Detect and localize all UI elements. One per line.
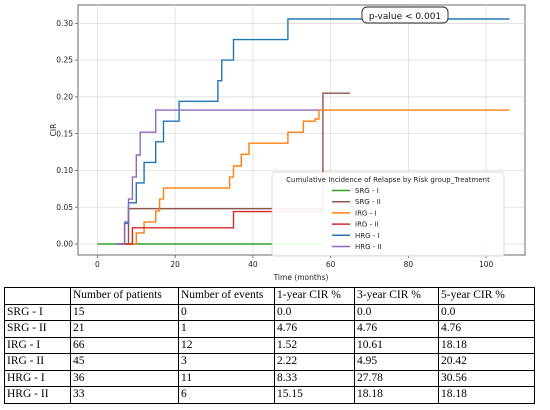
table-cell: 3 xyxy=(178,353,275,371)
table-row: SRG - II 21 1 4.76 4.76 4.76 xyxy=(4,320,535,338)
y-tick-label: 0.10 xyxy=(56,166,73,175)
y-tick-label: 0.20 xyxy=(56,93,73,102)
x-axis-label: Time (months) xyxy=(273,273,329,282)
y-tick-label: 0.00 xyxy=(56,240,73,249)
table-cell: 21 xyxy=(70,320,179,338)
table-cell: 0.0 xyxy=(438,303,535,321)
table-cell: 0.0 xyxy=(354,303,439,321)
x-tick-label: 100 xyxy=(479,260,494,269)
table-cell: 18.18 xyxy=(354,386,439,404)
row-group-cell: SRG - II xyxy=(4,320,71,338)
table-cell: 4.95 xyxy=(354,353,439,371)
row-group-cell: IRG - II xyxy=(4,353,71,371)
x-tick-label: 0 xyxy=(95,260,100,269)
table-cell: 11 xyxy=(178,369,275,387)
table-cell: 20.42 xyxy=(438,353,535,371)
header-cell: Number of events xyxy=(178,287,275,305)
table-body: SRG - I 15 0 0.0 0.0 0.0 SRG - II 21 1 4.76 4.76 4.… xyxy=(4,303,535,404)
legend-title: Cumulative Incidence of Relapse by Risk … xyxy=(286,176,490,184)
y-tick-label: 0.05 xyxy=(56,203,73,212)
x-tick-label: 60 xyxy=(326,260,336,269)
y-tick-labels: 0.00 0.05 0.10 0.15 0.20 0.25 0.30 xyxy=(56,19,73,249)
table-cell: 18.18 xyxy=(438,336,535,354)
table-cell: 6 xyxy=(178,386,275,404)
table-row: IRG - I 66 12 1.52 10.61 18.18 xyxy=(4,336,535,354)
header-cell: Number of patients xyxy=(70,287,179,305)
table-cell: 15 xyxy=(70,303,179,321)
table-row: HRG - II 33 6 15.15 18.18 18.18 xyxy=(4,386,535,404)
table-cell: 2.22 xyxy=(274,353,355,371)
series-line-hrg-ii xyxy=(116,109,319,245)
table-cell: 66 xyxy=(70,336,179,354)
legend-entry: HRG - II xyxy=(355,243,382,251)
header-cell: 3-year CIR % xyxy=(354,287,439,305)
table-cell: 1 xyxy=(178,320,275,338)
table-cell: 0 xyxy=(178,303,275,321)
legend-box xyxy=(271,171,505,257)
legend-entry: IRG - I xyxy=(355,209,376,217)
series-line-irg-i xyxy=(128,109,510,245)
table-cell: 10.61 xyxy=(354,336,439,354)
table-cell: 4.76 xyxy=(438,320,535,338)
table-cell: 4.76 xyxy=(354,320,439,338)
table-cell: 18.18 xyxy=(438,386,535,404)
table-cell: 36 xyxy=(70,369,179,387)
table-cell: 15.15 xyxy=(274,386,355,404)
legend-items: SRG - I SRG - II IRG - I IRG - II HRG - I HRG… xyxy=(332,187,382,251)
series-lines xyxy=(97,18,510,245)
legend-entry: HRG - I xyxy=(355,232,380,240)
y-tick-label: 0.25 xyxy=(56,56,73,65)
series-line-hrg-i xyxy=(120,18,510,245)
table-cell: 12 xyxy=(178,336,275,354)
table-cell: 45 xyxy=(70,353,179,371)
table-header-row: Number of patients Number of events 1-ye… xyxy=(4,287,535,305)
table-cell: 8.33 xyxy=(274,369,355,387)
row-group-cell: HRG - I xyxy=(4,369,71,387)
row-group-cell: IRG - I xyxy=(4,336,71,354)
p-value-text: p-value < 0.001 xyxy=(369,12,441,22)
row-group-cell: SRG - I xyxy=(4,303,71,321)
header-cell xyxy=(4,287,71,305)
y-tick-label: 0.30 xyxy=(56,19,73,28)
row-group-cell: HRG - II xyxy=(4,386,71,404)
p-value-annotation: p-value < 0.001 xyxy=(361,6,449,24)
table-cell: 33 xyxy=(70,386,179,404)
legend-entry: IRG - II xyxy=(355,221,378,229)
header-cell: 1-year CIR % xyxy=(274,287,355,305)
x-tick-label: 40 xyxy=(248,260,258,269)
table-row: HRG - I 36 11 8.33 27.78 30.56 xyxy=(4,369,535,387)
y-axis-label: CIR xyxy=(49,124,58,137)
header-cell: 5-year CIR % xyxy=(438,287,535,305)
x-tick-labels: 0 20 40 60 80 100 xyxy=(95,260,493,269)
x-tick-label: 20 xyxy=(170,260,180,269)
legend-entry: SRG - I xyxy=(355,187,379,195)
table-cell: 1.52 xyxy=(274,336,355,354)
cir-chart: 0 20 40 60 80 100 0.00 0.05 0.10 0.15 0.20 0.25 0.3… xyxy=(49,4,526,282)
y-tick-label: 0.15 xyxy=(56,129,73,138)
table-cell: 27.78 xyxy=(354,369,439,387)
x-tick-label: 80 xyxy=(404,260,414,269)
cir-summary-table: Number of patients Number of events 1-ye… xyxy=(4,287,535,404)
table-cell: 0.0 xyxy=(274,303,355,321)
legend-entry: SRG - II xyxy=(355,198,381,206)
table-cell: 4.76 xyxy=(274,320,355,338)
legend: Cumulative Incidence of Relapse by Risk … xyxy=(271,171,505,257)
table-row: SRG - I 15 0 0.0 0.0 0.0 xyxy=(4,303,535,321)
table-row: IRG - II 45 3 2.22 4.95 20.42 xyxy=(4,353,535,371)
table-cell: 30.56 xyxy=(438,369,535,387)
